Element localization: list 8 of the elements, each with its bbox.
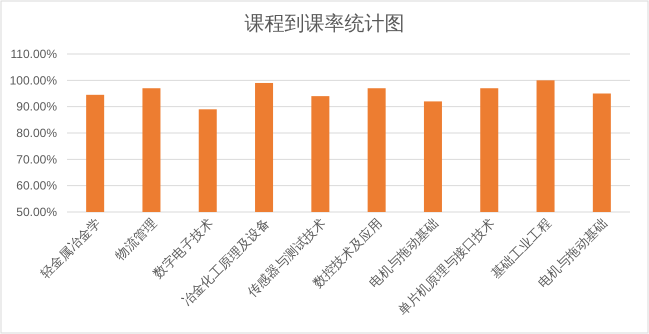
y-tick-label: 60.00% [16, 178, 58, 193]
y-tick-label: 70.00% [16, 152, 58, 166]
x-tick-label: 物流管理 [112, 216, 160, 263]
y-tick-label: 90.00% [16, 100, 58, 114]
y-tick-label: 80.00% [16, 126, 58, 140]
y-tick-label: 100.00% [10, 73, 58, 88]
y-tick-label: 110.00% [10, 47, 58, 61]
chart-title: 课程到课率统计图 [244, 13, 404, 35]
